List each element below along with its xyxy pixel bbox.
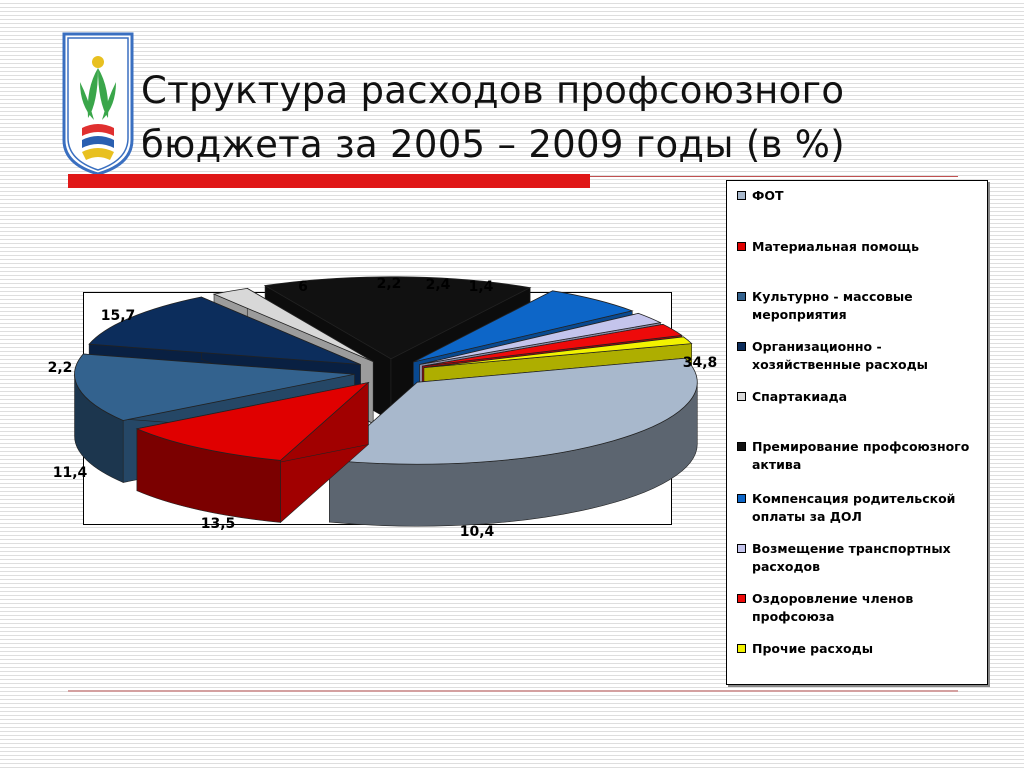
chart-legend: ФОТ Материальная помощь Культурно - массов… [726, 180, 988, 685]
data-label: 10,4 [460, 524, 495, 540]
legend-label: Возмещение транспортных расходов [752, 541, 951, 574]
legend-swatch [737, 594, 746, 603]
legend-swatch [737, 442, 746, 451]
title-underline [68, 174, 958, 188]
legend-label: Материальная помощь [752, 239, 919, 254]
footer-divider [68, 690, 958, 692]
legend-item: Компенсация родительской оплаты за ДОЛ [737, 490, 983, 526]
legend-swatch [737, 494, 746, 503]
pie-slice-top [135, 381, 370, 461]
data-label: 2,4 [426, 277, 451, 293]
legend-swatch [737, 342, 746, 351]
pie-slice [328, 357, 698, 527]
legend-swatch [737, 644, 746, 653]
pie-slice-top [74, 353, 355, 421]
data-label: 34,8 [683, 355, 718, 371]
data-label: 1,4 [469, 279, 494, 295]
legend-swatch [737, 544, 746, 553]
legend-item: Прочие расходы [737, 640, 983, 658]
data-label: 15,7 [101, 308, 136, 324]
pie-slice-top [263, 276, 532, 360]
pie-slice-top [423, 336, 693, 368]
data-label: 11,4 [53, 465, 88, 481]
legend-label: Компенсация родительской оплаты за ДОЛ [752, 491, 956, 524]
pie-slice-top [419, 312, 662, 365]
legend-item: Оздоровление членов профсоюза [737, 590, 983, 626]
data-label: 13,5 [201, 516, 236, 532]
legend-label: Премирование профсоюзного актива [752, 439, 970, 472]
legend-label: Культурно - массовые мероприятия [752, 289, 913, 322]
legend-label: ФОТ [752, 188, 784, 203]
pie-slice [135, 381, 370, 524]
legend-swatch [737, 292, 746, 301]
legend-label: Прочие расходы [752, 641, 874, 656]
legend-item: Премирование профсоюзного актива [737, 438, 983, 474]
legend-item: Спартакиада [737, 388, 983, 406]
legend-item: Материальная помощь [737, 238, 983, 256]
legend-item: Организационно - хозяйственные расходы [737, 338, 983, 374]
slide-title: Структура расходов профсоюзного бюджета … [141, 69, 845, 166]
pie-slice-top [328, 357, 698, 465]
legend-label: Оздоровление членов профсоюза [752, 591, 914, 624]
pie-slice-top [212, 287, 374, 362]
pie-slice-top [422, 323, 683, 367]
data-label: 2,2 [48, 360, 73, 376]
legend-swatch [737, 392, 746, 401]
data-label: 6 [298, 279, 308, 295]
legend-label: Организационно - хозяйственные расходы [752, 339, 928, 372]
legend-item: ФОТ [737, 187, 983, 205]
pie-slice-top [413, 290, 634, 363]
legend-swatch [737, 191, 746, 200]
union-logo [62, 32, 134, 176]
pie-slice-top [88, 296, 361, 365]
legend-label: Спартакиада [752, 389, 848, 404]
legend-item: Культурно - массовые мероприятия [737, 288, 983, 324]
legend-swatch [737, 242, 746, 251]
data-label: 2,2 [377, 276, 402, 292]
legend-item: Возмещение транспортных расходов [737, 540, 983, 576]
